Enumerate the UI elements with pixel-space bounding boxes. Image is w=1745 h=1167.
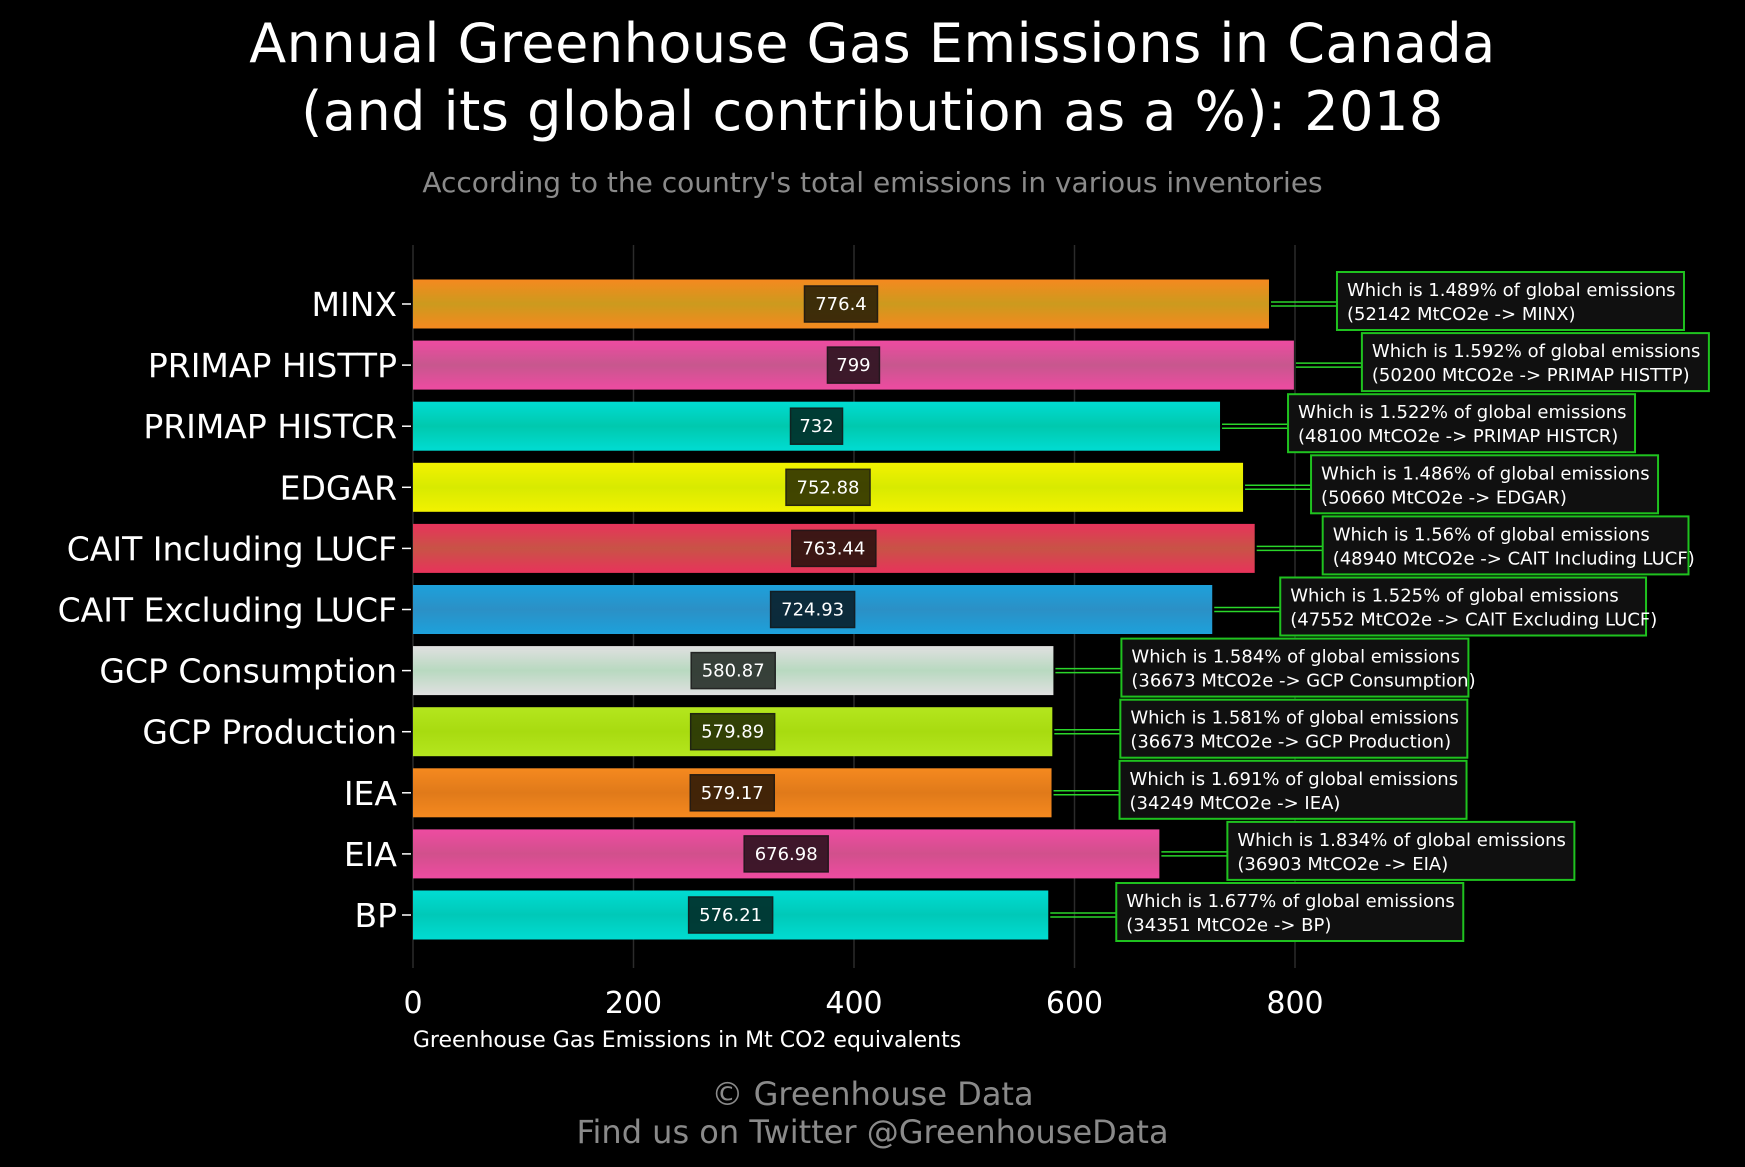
footer-copyright: © Greenhouse Data bbox=[711, 1075, 1034, 1113]
annotation-line2: (36903 MtCO2e -> EIA) bbox=[1237, 854, 1448, 875]
annotation-box bbox=[1321, 515, 1690, 576]
chart-title-line2: (and its global contribution as a %): 20… bbox=[301, 80, 1444, 143]
category-label: GCP Consumption bbox=[99, 652, 397, 691]
annotation-box bbox=[1115, 882, 1465, 942]
annotation-line2: (50660 MtCO2e -> EDGAR) bbox=[1321, 487, 1567, 508]
annotation-line2: (36673 MtCO2e -> GCP Production) bbox=[1130, 732, 1451, 753]
x-tick-label: 400 bbox=[825, 986, 882, 1021]
x-tick-label: 200 bbox=[605, 986, 662, 1021]
annotation-line1: Which is 1.834% of global emissions bbox=[1237, 830, 1566, 851]
value-label-box bbox=[789, 407, 844, 445]
value-label: 676.98 bbox=[755, 844, 818, 865]
category-label: BP bbox=[354, 896, 397, 935]
category-label: PRIMAP HISTTP bbox=[148, 346, 397, 385]
annotation-line1: Which is 1.584% of global emissions bbox=[1131, 647, 1460, 668]
category-label: IEA bbox=[344, 774, 398, 813]
footer-twitter: Find us on Twitter @GreenhouseData bbox=[576, 1113, 1169, 1151]
value-label-box bbox=[689, 712, 776, 751]
value-label: 799 bbox=[836, 355, 870, 376]
category-label: MINX bbox=[312, 285, 398, 324]
x-tick-label: 0 bbox=[403, 986, 422, 1021]
category-label: CAIT Excluding LUCF bbox=[58, 591, 397, 630]
annotation-box bbox=[1279, 576, 1648, 637]
category-label: GCP Production bbox=[142, 713, 397, 752]
annotation-line2: (36673 MtCO2e -> GCP Consumption) bbox=[1131, 671, 1475, 692]
x-tick-label: 600 bbox=[1046, 986, 1103, 1021]
annotation-line1: Which is 1.489% of global emissions bbox=[1347, 280, 1676, 301]
value-label-box bbox=[690, 651, 776, 690]
value-label: 579.89 bbox=[701, 722, 764, 743]
annotation-box bbox=[1360, 332, 1710, 393]
value-label-box bbox=[687, 896, 774, 934]
value-label-box bbox=[743, 835, 829, 873]
annotation-line1: Which is 1.522% of global emissions bbox=[1298, 402, 1627, 423]
annotation-box bbox=[1120, 637, 1470, 698]
value-label: 724.93 bbox=[781, 600, 844, 621]
value-label: 776.4 bbox=[815, 294, 867, 315]
category-label: CAIT Including LUCF bbox=[67, 529, 397, 568]
annotation-line1: Which is 1.486% of global emissions bbox=[1321, 463, 1650, 484]
value-label: 763.44 bbox=[802, 538, 865, 559]
value-label-box bbox=[769, 590, 856, 629]
value-label-box bbox=[791, 529, 877, 568]
value-label: 576.21 bbox=[699, 905, 762, 926]
annotation-box bbox=[1310, 454, 1660, 515]
annotation-line1: Which is 1.581% of global emissions bbox=[1130, 708, 1459, 729]
annotation-box bbox=[1287, 393, 1637, 454]
chart-subtitle: According to the country's total emissio… bbox=[422, 166, 1323, 199]
annotation-line2: (47552 MtCO2e -> CAIT Excluding LUCF) bbox=[1290, 610, 1657, 631]
annotation-line2: (34249 MtCO2e -> IEA) bbox=[1130, 793, 1341, 814]
value-label: 579.17 bbox=[701, 783, 764, 804]
annotation-line1: Which is 1.691% of global emissions bbox=[1130, 769, 1459, 790]
annotation-line2: (48100 MtCO2e -> PRIMAP HISTCR) bbox=[1298, 426, 1618, 447]
x-axis-label: Greenhouse Gas Emissions in Mt CO2 equiv… bbox=[413, 1028, 961, 1053]
category-label: PRIMAP HISTCR bbox=[143, 407, 397, 446]
x-tick-label: 800 bbox=[1266, 986, 1323, 1021]
annotation-line2: (50200 MtCO2e -> PRIMAP HISTTP) bbox=[1372, 365, 1690, 386]
category-label: EIA bbox=[344, 835, 398, 874]
annotation-box bbox=[1119, 698, 1469, 759]
annotation-line1: Which is 1.592% of global emissions bbox=[1372, 341, 1701, 362]
annotation-line1: Which is 1.525% of global emissions bbox=[1290, 586, 1619, 607]
value-label-box bbox=[826, 346, 881, 384]
annotation-box bbox=[1335, 271, 1685, 331]
annotation-line1: Which is 1.677% of global emissions bbox=[1126, 891, 1455, 912]
value-label: 580.87 bbox=[702, 661, 765, 682]
annotation-box bbox=[1118, 759, 1468, 820]
value-label: 732 bbox=[799, 416, 833, 437]
annotation-box bbox=[1226, 820, 1576, 881]
category-label: EDGAR bbox=[280, 468, 397, 507]
value-label-box bbox=[689, 774, 776, 812]
annotation-line2: (48940 MtCO2e -> CAIT Including LUCF) bbox=[1333, 548, 1695, 569]
value-label: 752.88 bbox=[797, 477, 860, 498]
value-label-box bbox=[785, 468, 871, 507]
annotation-line2: (34351 MtCO2e -> BP) bbox=[1126, 915, 1331, 936]
chart-title-line1: Annual Greenhouse Gas Emissions in Canad… bbox=[249, 12, 1496, 75]
annotation-line2: (52142 MtCO2e -> MINX) bbox=[1347, 304, 1576, 325]
value-label-box bbox=[803, 285, 879, 323]
annotation-line1: Which is 1.56% of global emissions bbox=[1333, 524, 1650, 545]
